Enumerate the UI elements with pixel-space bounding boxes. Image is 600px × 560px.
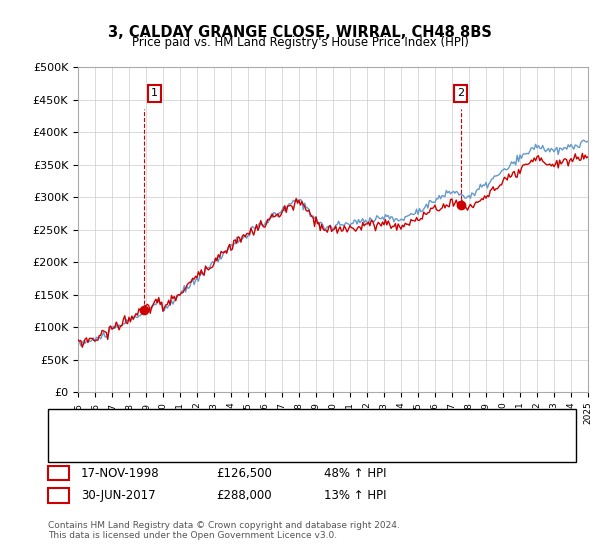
Text: Price paid vs. HM Land Registry's House Price Index (HPI): Price paid vs. HM Land Registry's House … (131, 36, 469, 49)
Text: 30-JUN-2017: 30-JUN-2017 (81, 489, 155, 502)
Text: £126,500: £126,500 (216, 466, 272, 480)
Text: 1: 1 (151, 88, 158, 98)
Text: £288,000: £288,000 (216, 489, 272, 502)
Text: 17-NOV-1998: 17-NOV-1998 (81, 466, 160, 480)
Text: 13% ↑ HPI: 13% ↑ HPI (324, 489, 386, 502)
Text: HPI: Average price, detached house, Wirral: HPI: Average price, detached house, Wirr… (96, 442, 320, 452)
Text: 48% ↑ HPI: 48% ↑ HPI (324, 466, 386, 480)
Text: 3, CALDAY GRANGE CLOSE, WIRRAL, CH48 8BS: 3, CALDAY GRANGE CLOSE, WIRRAL, CH48 8BS (108, 25, 492, 40)
Text: Contains HM Land Registry data © Crown copyright and database right 2024.
This d: Contains HM Land Registry data © Crown c… (48, 521, 400, 540)
Text: 3, CALDAY GRANGE CLOSE, WIRRAL, CH48 8BS (detached house): 3, CALDAY GRANGE CLOSE, WIRRAL, CH48 8BS… (96, 419, 435, 429)
Text: 1: 1 (55, 466, 62, 480)
Text: 2: 2 (55, 489, 62, 502)
Text: 2: 2 (457, 88, 464, 98)
